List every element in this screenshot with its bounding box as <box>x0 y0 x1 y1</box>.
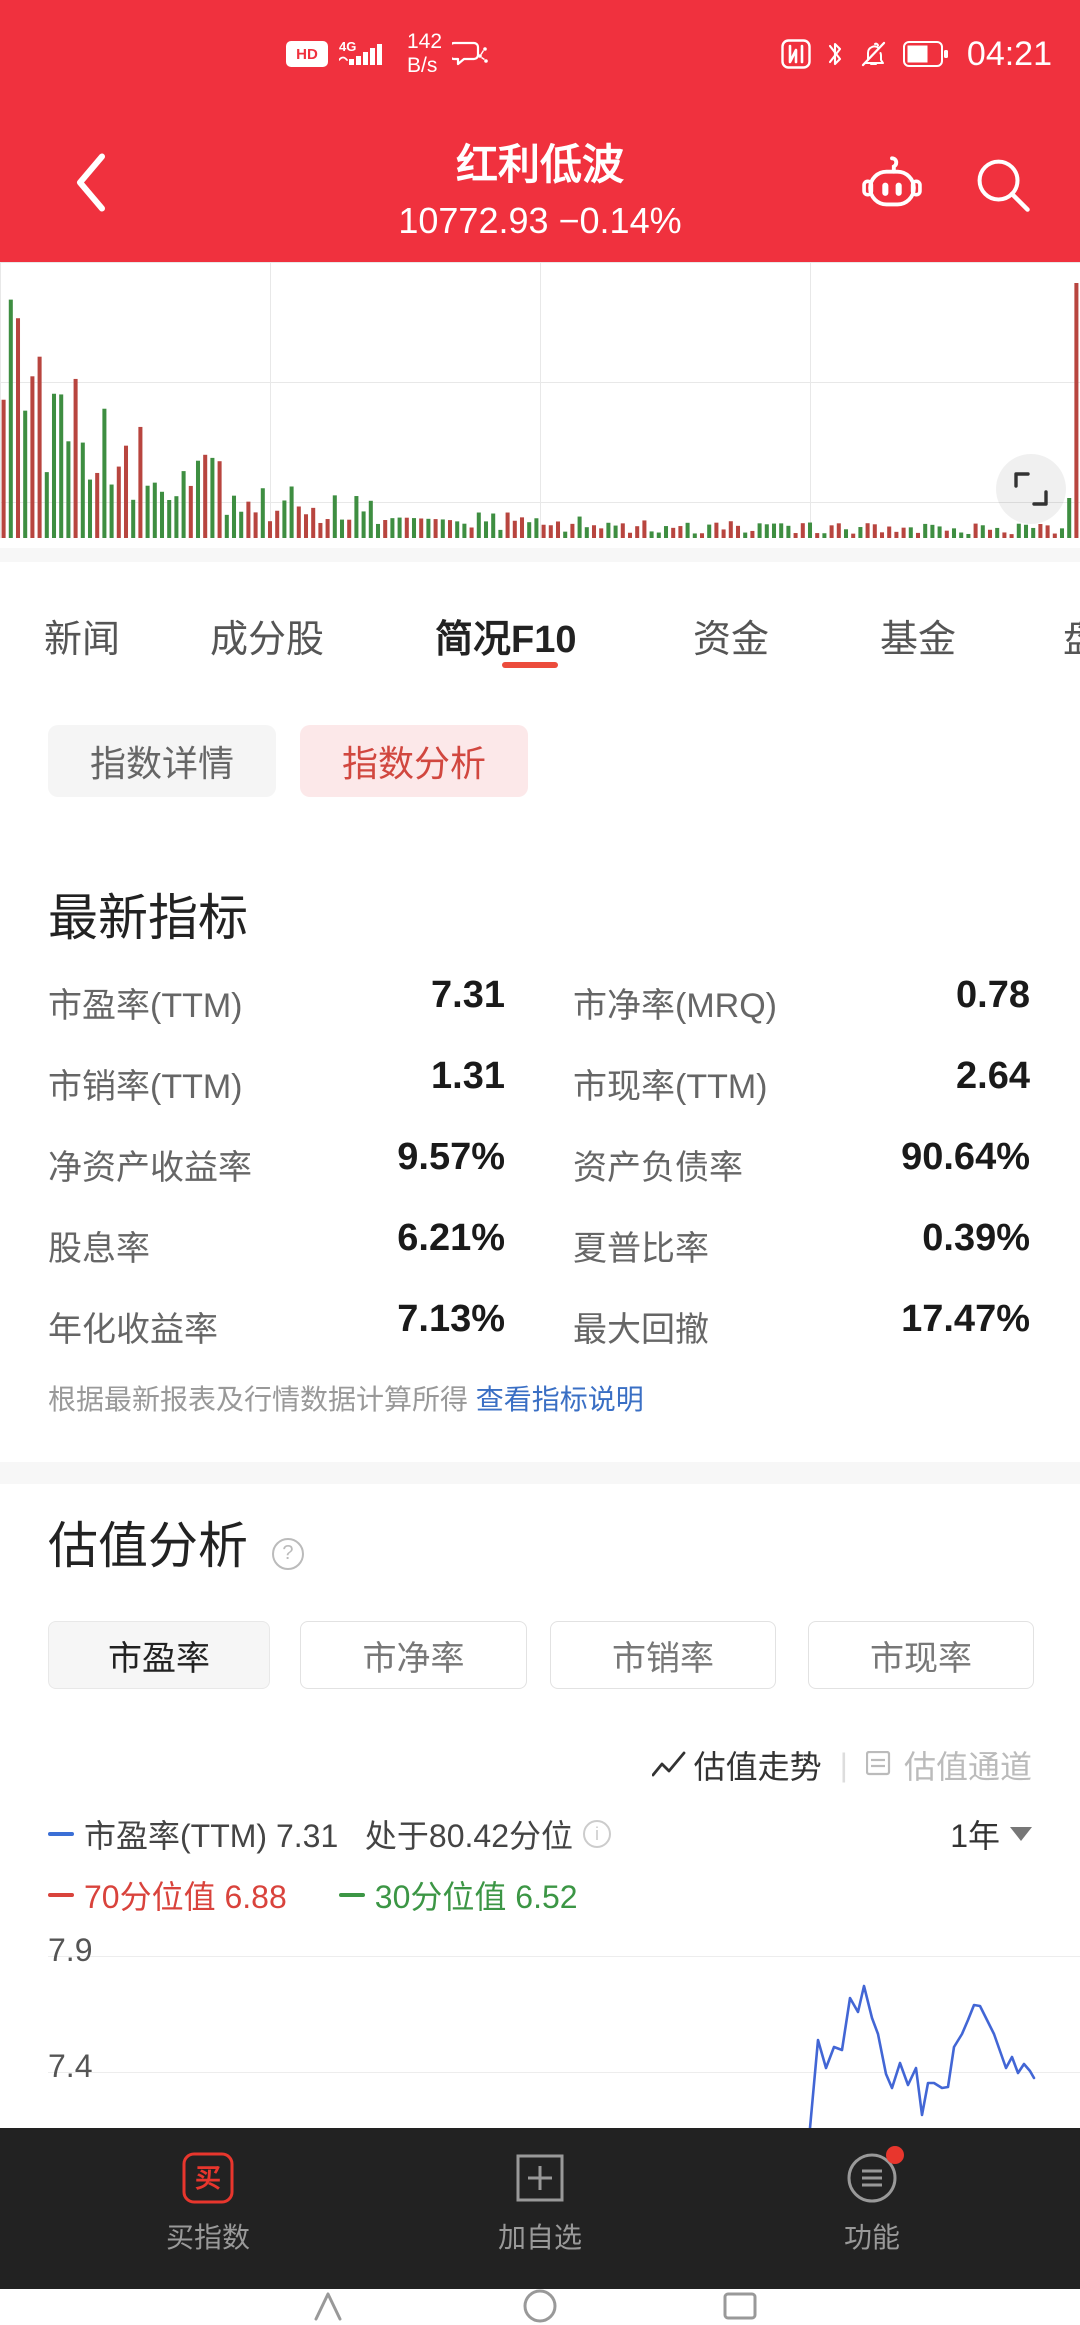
svg-text:买: 买 <box>195 2163 221 2193</box>
svg-text:4G: 4G <box>339 40 356 54</box>
svg-text:HD: HD <box>296 46 318 63</box>
